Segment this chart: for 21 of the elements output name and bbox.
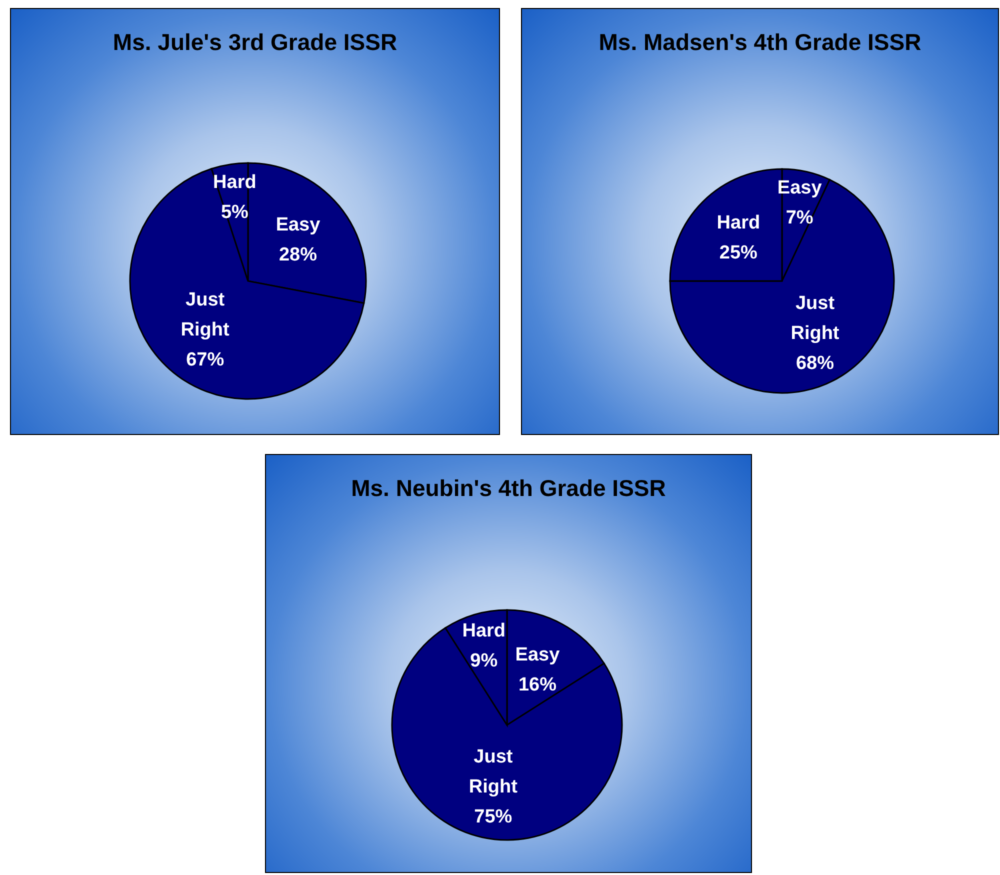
slice-label: Easy — [515, 644, 560, 666]
slice-label: Just Right — [468, 746, 518, 798]
slice-label: Easy — [777, 177, 822, 198]
chart-title: Ms. Madsen's 4th Grade ISSR — [598, 29, 922, 56]
chart-title: Ms. Jule's 3rd Grade ISSR — [112, 29, 398, 56]
slice-label: Hard — [462, 620, 506, 642]
slice-label: Just Right — [790, 293, 840, 344]
slice-label: Hard — [716, 212, 760, 234]
data-label: 68% — [796, 353, 834, 374]
data-label: 5% — [220, 202, 249, 224]
data-label: 67% — [186, 350, 224, 371]
data-label: 25% — [719, 242, 758, 264]
data-label: 7% — [786, 207, 814, 228]
data-label: 75% — [474, 806, 512, 828]
slice-label: Hard — [213, 172, 256, 194]
slice-label: Easy — [276, 214, 321, 236]
slice-label: Just Right — [180, 290, 230, 341]
data-label: 28% — [278, 244, 318, 266]
data-label: 9% — [470, 650, 498, 672]
data-label: 16% — [518, 674, 557, 696]
chart-title: Ms. Neubin's 4th Grade ISSR — [350, 475, 667, 502]
